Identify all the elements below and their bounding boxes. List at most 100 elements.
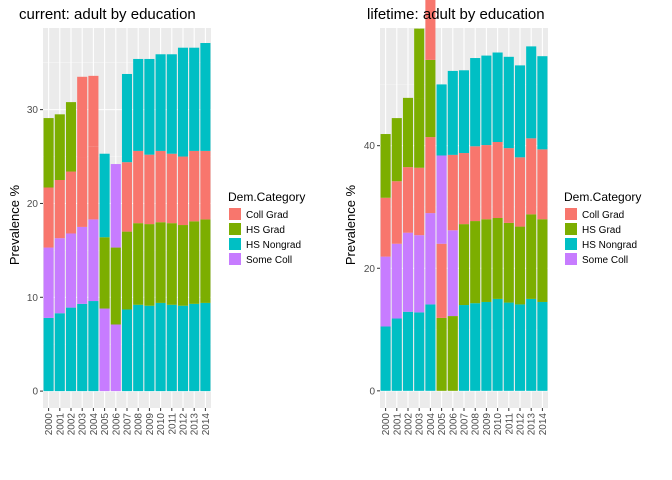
bar-segment-hs-grad-2006 [110,247,121,325]
bar-segment-hs-nongrad-2010 [155,54,166,151]
x-tick-label: 2003 [78,413,89,436]
bar-segment-hs-nongrad-2008 [133,58,144,151]
bar-segment-some-coll-2000 [43,247,54,318]
bar-segment-some-coll-2001 [54,238,65,314]
bar-segment-coll-grad-2013 [189,150,200,222]
bar-segment-hs-nongrad-2002 [65,307,77,392]
bar-segment-some-coll-2006 [110,164,121,248]
bar-segment-hs-nongrad-2013 [189,303,200,392]
x-tick-label: 2004 [426,413,437,436]
bar-segment-coll-grad-2013 [526,138,537,215]
bar-segment-hs-grad-2008 [470,221,481,304]
bar-segment-hs-nongrad-2012 [514,65,526,158]
bar-segment-hs-nongrad-2007 [458,305,470,391]
bar-segment-hs-grad-2007 [458,224,470,306]
bar-segment-some-coll-2006 [447,230,458,317]
bar-segment-coll-grad-2000 [380,197,391,257]
x-tick-label: 2004 [89,413,100,436]
bar-segment-coll-grad-2003 [77,157,88,227]
legend-label: Coll Grad [246,210,288,221]
y-tick-label: 20 [27,199,39,210]
x-tick-label: 2011 [504,413,515,435]
bar-segment-hs-nongrad-2000 [43,317,54,392]
legend-label: HS Grad [582,225,621,236]
bar-segment-some-coll-2004 [425,213,436,305]
bar-segment-hs-grad-2005 [436,317,447,391]
bar-segment-coll-grad-2006 [447,154,458,231]
bar-segment-hs-nongrad-2011 [166,54,177,154]
bar-segment-coll-grad-2002 [402,167,414,233]
bar-segment-coll-grad-2011 [166,153,177,224]
bar-segment-hs-nongrad-2000 [380,326,391,391]
x-tick-label: 2008 [471,413,482,436]
bar-segment-coll-grad-2009 [144,154,155,225]
bar-segment-coll-grad-2002 [65,171,77,234]
legend-label: HS Nongrad [582,240,637,251]
bar-segment-hs-grad-2007 [121,231,133,310]
bar-segment-coll-grad-2004 [425,0,436,60]
x-tick-label: 2010 [493,413,504,436]
legend-label: Coll Grad [582,210,624,221]
bar-segment-hs-nongrad-2001 [54,313,65,392]
legend-swatch-hs-grad [565,223,577,235]
bar-segment-coll-grad-2014 [537,149,548,220]
x-tick-label: 2014 [201,413,212,436]
legend-swatch-coll-grad [229,208,241,220]
bar-segment-hs-nongrad-2014 [537,301,548,391]
bar-segment-coll-grad-2012 [177,156,189,226]
bar-segment-hs-nongrad-2009 [481,55,492,146]
bar-segment-hs-nongrad-2009 [144,305,155,392]
bar-segment-some-coll-2003 [414,235,425,313]
x-tick-label: 2009 [145,413,156,436]
bar-segment-coll-grad-2000 [43,187,54,248]
x-tick-label: 2014 [538,413,549,436]
legend: Dem.Category Coll Grad HS Grad HS Nongrad So… [564,190,641,266]
bar-segment-coll-grad-2010 [155,150,166,223]
bar-segment-coll-grad-2004 [88,146,99,220]
bar-segment-hs-nongrad-2012 [177,47,189,157]
chart-title: lifetime: adult by education [367,6,545,23]
bar-segment-hs-nongrad-2011 [503,56,514,149]
y-axis-label: Prevalence % [7,184,22,265]
x-tick-label: 2013 [190,413,201,436]
bar-segment-coll-grad-2009 [481,145,492,220]
bar-segment-hs-grad-2014 [200,219,211,303]
bar-segment-coll-grad-2004 [425,137,436,214]
x-tick-label: 2001 [55,413,66,436]
bar-segment-hs-nongrad-2003 [414,312,425,391]
bar-segment-hs-grad-2012 [177,225,189,306]
bar-segment-some-coll-2006 [110,324,121,392]
x-tick-label: 2007 [123,413,134,436]
bar-segment-hs-grad-2013 [189,221,200,304]
bar-segment-hs-grad-2006 [447,316,458,391]
bar-segment-some-coll-2002 [65,233,77,308]
bar-segment-hs-grad-2003 [414,28,425,99]
bar-segment-coll-grad-2007 [458,153,470,225]
x-tick-label: 2000 [381,413,392,436]
bar-segment-hs-grad-2001 [391,118,402,182]
legend-swatch-hs-nongrad [565,238,577,250]
legend-swatch-hs-nongrad [229,238,241,250]
bar-segment-hs-grad-2011 [166,223,177,305]
bar-segment-coll-grad-2007 [121,162,133,232]
chart-title: current: adult by education [19,6,196,23]
y-axis-label: Prevalence % [343,184,358,265]
y-tick-label: 20 [364,264,376,275]
bar-segment-coll-grad-2012 [514,157,526,227]
bar-segment-hs-grad-2004 [425,59,436,138]
bar-segment-hs-nongrad-2005 [436,84,447,156]
bar-segment-hs-nongrad-2010 [155,302,166,392]
bar-segment-hs-grad-2000 [380,134,391,198]
bar-segment-hs-nongrad-2012 [177,305,189,392]
bar-segment-hs-nongrad-2006 [447,70,458,155]
x-tick-label: 2005 [100,413,111,436]
bar-segment-hs-nongrad-2008 [470,303,481,391]
legend-swatch-some-coll [229,253,241,265]
bar-segment-hs-grad-2013 [526,214,537,299]
x-tick-label: 2006 [111,413,122,436]
bar-segment-hs-nongrad-2010 [492,52,503,142]
y-tick-label: 10 [27,293,39,304]
x-tick-label: 2005 [437,413,448,436]
bar-segment-hs-nongrad-2013 [189,47,200,151]
